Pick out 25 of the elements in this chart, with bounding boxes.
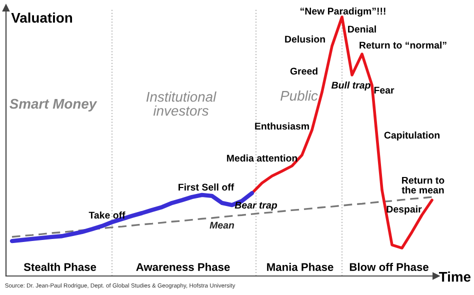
annotation: Bear trap: [234, 202, 278, 211]
annotation: Return to the mean: [402, 176, 444, 194]
annotation: Enthusiasm: [255, 122, 309, 130]
series-label: Mean: [210, 222, 234, 229]
annotation: Media attention: [227, 154, 298, 162]
annotation: Despair: [386, 205, 422, 215]
annotation: Take off: [88, 211, 126, 219]
annotation: Awareness Phase: [136, 262, 230, 271]
annotation: Denial: [348, 25, 376, 33]
text: “New Paradigm”!!!: [300, 7, 386, 17]
annotation: Public: [280, 90, 318, 101]
annotation: Mania Phase: [267, 262, 334, 271]
annotation: Return to “normal”: [360, 41, 446, 49]
x-axis-title: Time: [438, 272, 471, 282]
annotation: Greed: [290, 67, 318, 75]
annotation: Blow off Phase: [350, 262, 428, 271]
annotation: First Sell off: [178, 183, 234, 191]
annotation: Capitulation: [384, 131, 440, 141]
annotation: Delusion: [285, 35, 325, 43]
y-axis-title: Valuation: [11, 12, 72, 23]
annotation: Stealth Phase: [24, 262, 96, 271]
annotation: Institutional investors: [146, 92, 216, 116]
annotation: Smart Money: [10, 98, 98, 112]
annotation: Fear: [374, 86, 394, 94]
annotation: Bull trap: [331, 81, 370, 91]
